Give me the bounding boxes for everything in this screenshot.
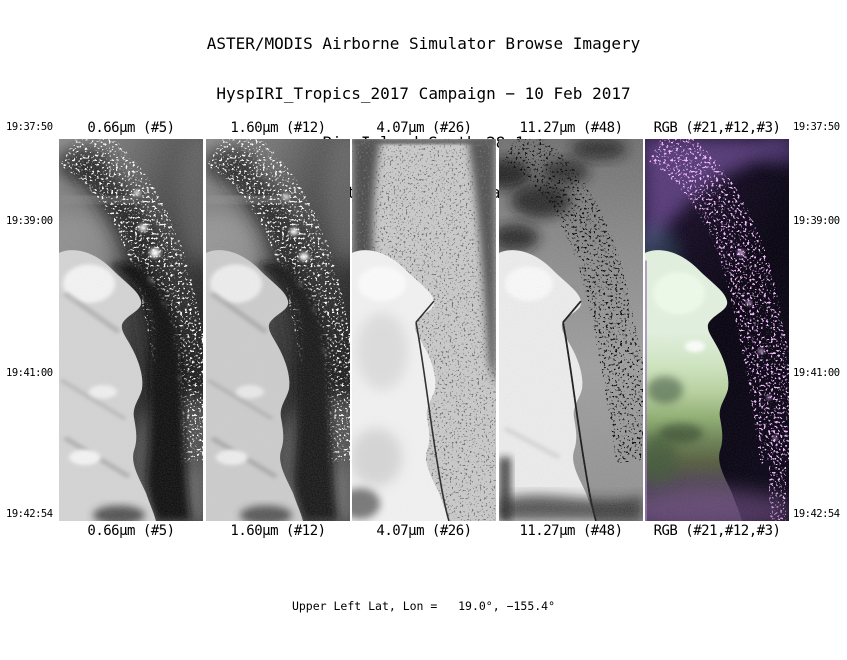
band-label-top-rgb: RGB (#21,#12,#3) bbox=[653, 120, 781, 136]
band-label-bottom-rgb: RGB (#21,#12,#3) bbox=[653, 523, 781, 539]
timestamp-right-4: 19:42:54 bbox=[793, 508, 840, 520]
band-image-1127um bbox=[499, 139, 643, 521]
band-label-bottom-407um: 4.07µm (#26) bbox=[376, 523, 472, 539]
timestamp-right-2: 19:39:00 bbox=[793, 215, 840, 227]
band-image-407um bbox=[352, 139, 496, 521]
upper-left-coords: Upper Left Lat, Lon = 19.0°, −155.4° bbox=[291, 599, 556, 613]
band-label-top-407um: 4.07µm (#26) bbox=[376, 120, 472, 136]
band-label-bottom-066um: 0.66µm (#5) bbox=[87, 523, 175, 539]
band-image-160um bbox=[206, 139, 350, 521]
campaign-subtitle: HyspIRI_Tropics_2017 Campaign − 10 Feb 2… bbox=[216, 83, 631, 103]
timestamp-left-3: 19:41:00 bbox=[6, 367, 53, 379]
band-image-066um bbox=[59, 139, 203, 521]
lower-right-coords: Lower Right Lat, Lon = 19.0°, −156.1° bbox=[0, 656, 847, 660]
timestamp-right-1: 19:37:50 bbox=[793, 121, 840, 133]
geo-metadata: Upper Left Lat, Lon = 19.0°, −155.4° Low… bbox=[0, 556, 847, 660]
band-label-top-1127um: 11.27µm (#48) bbox=[519, 120, 623, 136]
timestamp-left-4: 19:42:54 bbox=[6, 508, 53, 520]
page-title: ASTER/MODIS Airborne Simulator Browse Im… bbox=[206, 34, 641, 53]
band-label-bottom-160um: 1.60µm (#12) bbox=[230, 523, 326, 539]
timestamp-left-2: 19:39:00 bbox=[6, 215, 53, 227]
band-label-top-160um: 1.60µm (#12) bbox=[230, 120, 326, 136]
timestamp-right-3: 19:41:00 bbox=[793, 367, 840, 379]
band-label-top-066um: 0.66µm (#5) bbox=[87, 120, 175, 136]
band-image-rgb bbox=[645, 139, 789, 521]
timestamp-left-1: 19:37:50 bbox=[6, 121, 53, 133]
band-label-bottom-1127um: 11.27µm (#48) bbox=[519, 523, 623, 539]
